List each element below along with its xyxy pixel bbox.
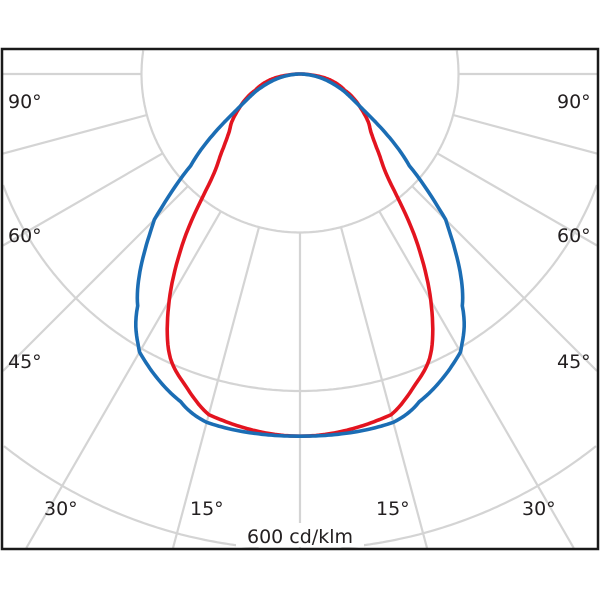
grid-spoke--75 [2,113,148,155]
grid-spoke-60 [436,152,598,247]
angle-label-left-90: 90° [8,91,42,113]
angle-label-left-15: 15° [190,498,224,520]
angle-labels: 90° 60° 45° 30° 15° 90° 60° 45° 30° 15° [8,91,591,520]
angle-label-right-45: 45° [557,351,591,373]
unit-label-backdrop [236,523,364,547]
angle-label-right-60: 60° [557,225,591,247]
angle-label-right-90: 90° [557,91,591,113]
intensity-curve-2 [134,72,466,438]
grid-spoke-75 [452,113,598,155]
grid-spoke-15 [339,226,429,549]
angle-label-left-60: 60° [8,225,42,247]
angle-label-left-30: 30° [44,498,78,520]
angle-label-left-45: 45° [8,351,42,373]
grid-ring-600 [3,445,597,549]
angle-label-right-30: 30° [522,498,556,520]
chart-frame [0,47,600,551]
grid-spoke--60 [2,152,164,247]
intensity-curves [134,72,466,438]
grid-ring-400 [2,184,598,393]
angle-label-right-15: 15° [376,498,410,520]
grid-spoke--30 [25,210,222,549]
polar-grid [2,50,598,549]
unit-label: 600 cd/klm [247,526,353,548]
grid-spoke--15 [171,226,261,549]
grid-spoke-30 [378,210,575,549]
